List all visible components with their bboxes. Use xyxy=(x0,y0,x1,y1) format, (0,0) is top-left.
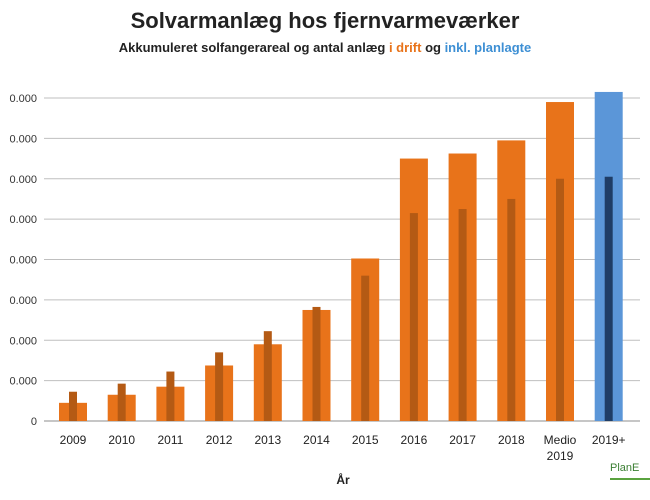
x-tick-label: 2011 xyxy=(157,433,183,447)
x-tick-label: 2012 xyxy=(206,433,233,447)
bar-inner xyxy=(507,198,516,421)
y-tick-label: 0.000 xyxy=(9,133,37,145)
planenergi-logo: PlanE xyxy=(610,462,640,474)
bar-inner xyxy=(458,209,467,421)
bar-inner xyxy=(556,178,564,421)
x-tick-label: 2015 xyxy=(352,433,379,447)
y-tick-label: 0.000 xyxy=(9,295,37,307)
y-tick-label: 0 xyxy=(31,416,37,428)
chart-title: Solvarmanlæg hos fjernvarmeværker xyxy=(130,8,520,33)
x-tick-label: 2013 xyxy=(254,433,281,447)
y-tick-label: 0.000 xyxy=(9,174,37,186)
y-tick-label: 0.000 xyxy=(9,335,37,347)
bar-inner xyxy=(166,371,175,421)
y-tick-label: 0.000 xyxy=(9,93,37,105)
x-tick-label: 2017 xyxy=(449,433,476,447)
x-tick-label: 2009 xyxy=(60,433,87,447)
bar-inner xyxy=(263,331,272,421)
x-tick-label: 2010 xyxy=(108,433,135,447)
bar-inner xyxy=(117,383,126,421)
subtitle-prefix: Akkumuleret solfangerareal og antal anlæ… xyxy=(118,40,389,55)
x-tick-label: 2018 xyxy=(498,433,525,447)
x-tick-label: 2019+ xyxy=(592,433,626,447)
bar-inner xyxy=(215,352,224,421)
subtitle-incl-planned: inkl. planlagte xyxy=(444,40,532,55)
y-tick-label: 0.000 xyxy=(9,214,37,226)
logo-underline xyxy=(610,478,650,480)
subtitle-middle: og xyxy=(421,40,445,55)
x-tick-label: Medio 2019 xyxy=(544,433,577,463)
bar-inner xyxy=(604,176,613,421)
x-tick-label: 2016 xyxy=(401,433,428,447)
bar-inner xyxy=(361,275,370,421)
chart-subtitle: Akkumuleret solfangerareal og antal anlæ… xyxy=(0,40,650,55)
subtitle-in-operation: i drift xyxy=(388,40,422,55)
x-tick-label: 2014 xyxy=(303,433,330,447)
y-tick-label: 0.000 xyxy=(9,255,37,267)
y-tick-label: 0.000 xyxy=(9,376,37,388)
bar-inner xyxy=(312,306,321,421)
x-axis-label: År xyxy=(336,472,350,487)
bar-inner xyxy=(409,213,418,421)
bar-inner xyxy=(69,391,77,421)
